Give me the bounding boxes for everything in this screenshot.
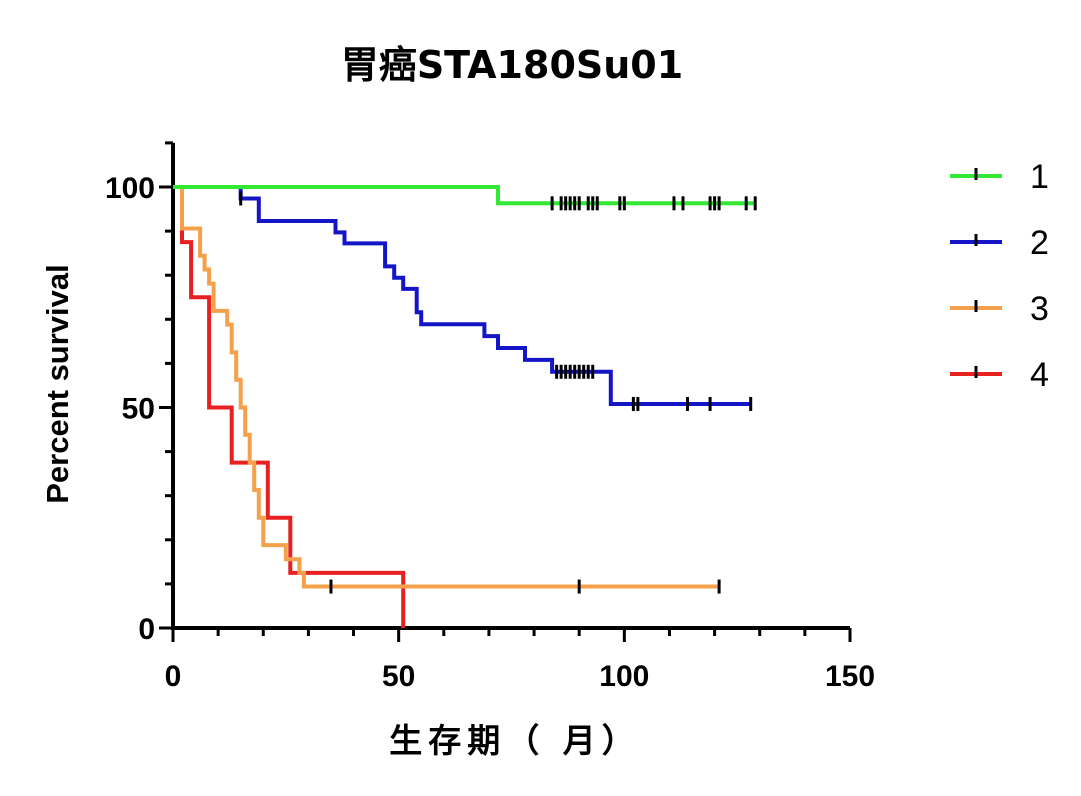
series-line-2 [173,185,751,406]
series-2 [173,185,753,411]
axes: 0 50 100 0 50 100 150 [105,141,875,693]
x-tick-label: 0 [165,660,182,693]
series-line-3 [173,185,720,589]
x-tick-label: 150 [825,660,875,693]
x-tick-label: 50 [382,660,415,693]
y-axis-label: Percent survival [40,264,75,504]
y-tick-label: 100 [105,172,155,205]
series-line-4 [173,185,406,628]
legend-label: 4 [1030,356,1049,394]
plot-area [173,185,757,628]
legend-label: 1 [1030,158,1049,196]
legend-item-4: 4 [950,356,1049,394]
legend-item-2: 2 [950,224,1049,262]
y-tick-label: 50 [122,393,155,426]
series-4 [173,185,406,628]
legend: 1 2 3 4 [950,158,1049,394]
series-line-1 [173,185,756,206]
series-3 [173,185,721,594]
y-tick-label: 0 [138,613,155,646]
x-tick-label: 100 [599,660,649,693]
series-1 [173,185,757,211]
legend-item-3: 3 [950,290,1049,328]
legend-label: 2 [1030,224,1049,262]
chart-title: 胃癌STA180Su01 [341,43,683,87]
x-axis-label: 生存期（ 月） [389,721,641,760]
legend-item-1: 1 [950,158,1049,196]
legend-label: 3 [1030,290,1049,328]
